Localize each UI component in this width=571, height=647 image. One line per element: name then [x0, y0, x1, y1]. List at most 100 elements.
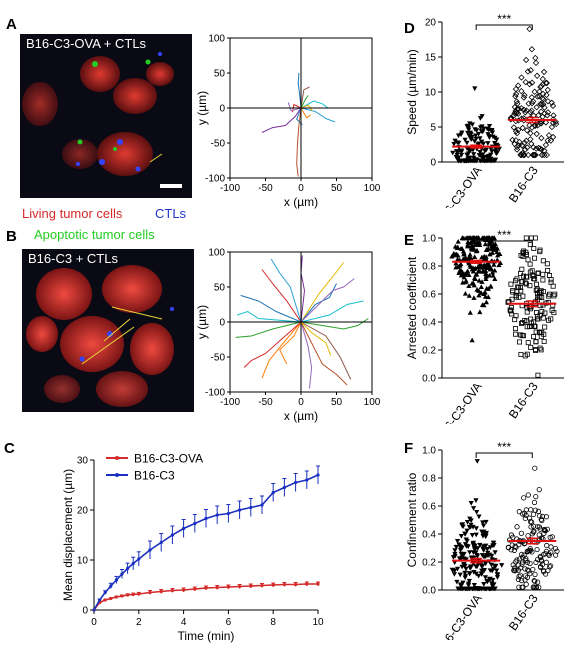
data-point — [466, 283, 472, 289]
data-point — [537, 83, 544, 91]
data-point — [477, 542, 483, 548]
data-point — [476, 514, 482, 520]
data-point — [215, 513, 219, 517]
data-point — [542, 79, 550, 87]
data-point — [521, 91, 528, 99]
data-point — [505, 545, 512, 551]
data-point — [507, 115, 514, 123]
y-tick-label: 5 — [430, 123, 436, 134]
micrograph-b-cells — [26, 265, 174, 407]
data-point — [464, 140, 470, 146]
data-point — [552, 120, 560, 128]
data-point — [537, 554, 544, 561]
data-point — [260, 583, 264, 588]
data-point — [485, 235, 491, 241]
data-point — [472, 158, 478, 164]
data-point — [531, 334, 537, 340]
data-point — [271, 490, 275, 495]
data-point — [471, 152, 477, 157]
data-point — [539, 95, 546, 102]
data-point — [475, 586, 481, 592]
track-9 — [270, 258, 302, 323]
y-tick-label: 10 — [77, 556, 89, 567]
y-axis-label: Arrested coefficient — [405, 256, 419, 359]
data-point — [536, 93, 543, 100]
data-point — [525, 340, 531, 346]
data-point — [226, 511, 230, 516]
data-point — [465, 151, 472, 157]
micrograph-a-cells — [22, 52, 182, 188]
data-point — [215, 585, 219, 590]
data-point — [462, 570, 468, 576]
data-point — [473, 571, 479, 577]
data-point — [541, 530, 547, 536]
data-point — [455, 238, 461, 244]
y-tick-label: -50 — [211, 353, 226, 364]
data-point — [518, 351, 524, 357]
data-point — [494, 245, 501, 251]
data-point — [470, 506, 477, 511]
data-point — [532, 571, 538, 578]
data-point — [126, 593, 130, 597]
y-tick-label: 100 — [208, 34, 225, 45]
data-point — [543, 91, 550, 99]
data-point — [294, 480, 298, 485]
data-point — [536, 584, 542, 590]
data-point — [549, 307, 555, 313]
data-point — [469, 122, 475, 128]
data-point — [544, 86, 551, 94]
y-axis-label: Confinement ratio — [405, 472, 419, 567]
y-tick-label: 10 — [425, 88, 437, 99]
data-point — [471, 295, 477, 300]
data-point — [543, 559, 549, 565]
data-point — [479, 564, 485, 569]
data-point — [494, 249, 500, 255]
micrograph-b: B16-C3 + CTLs — [22, 249, 194, 412]
data-point — [512, 568, 518, 574]
data-point — [473, 532, 479, 538]
data-point — [476, 141, 482, 147]
data-point — [517, 339, 523, 345]
data-point — [159, 589, 163, 594]
data-point — [518, 530, 525, 536]
data-point — [529, 151, 537, 159]
data-point — [454, 539, 461, 544]
data-point — [542, 141, 550, 149]
data-point — [467, 251, 473, 257]
y-tick-label: 0.6 — [422, 502, 436, 513]
data-point — [457, 547, 464, 553]
data-point — [474, 459, 480, 464]
data-point — [476, 573, 482, 579]
data-point — [516, 138, 523, 146]
data-point — [533, 72, 541, 79]
data-point — [462, 586, 469, 592]
track-7 — [300, 107, 312, 119]
x-tick-label: -100 — [220, 397, 240, 408]
data-point — [477, 116, 484, 121]
y-tick-label: 15 — [425, 53, 437, 64]
data-point — [466, 578, 472, 584]
data-point — [523, 274, 529, 280]
data-point — [238, 508, 242, 512]
data-point — [493, 149, 499, 155]
data-point — [481, 302, 487, 308]
data-point — [475, 235, 481, 241]
data-point — [541, 151, 548, 159]
data-point — [483, 586, 489, 592]
data-point — [524, 68, 532, 75]
data-point — [542, 527, 548, 533]
data-point — [536, 486, 542, 493]
data-point — [545, 567, 551, 574]
data-point — [515, 562, 521, 568]
data-point — [193, 521, 197, 526]
data-point — [490, 566, 497, 572]
data-point — [531, 499, 538, 506]
data-point — [472, 133, 479, 139]
data-point — [521, 333, 526, 339]
data-point — [535, 144, 542, 152]
data-point — [552, 545, 559, 552]
y-tick-label: 0.0 — [422, 586, 436, 597]
data-point — [476, 288, 482, 293]
data-point — [531, 246, 537, 251]
data-point — [519, 320, 525, 326]
